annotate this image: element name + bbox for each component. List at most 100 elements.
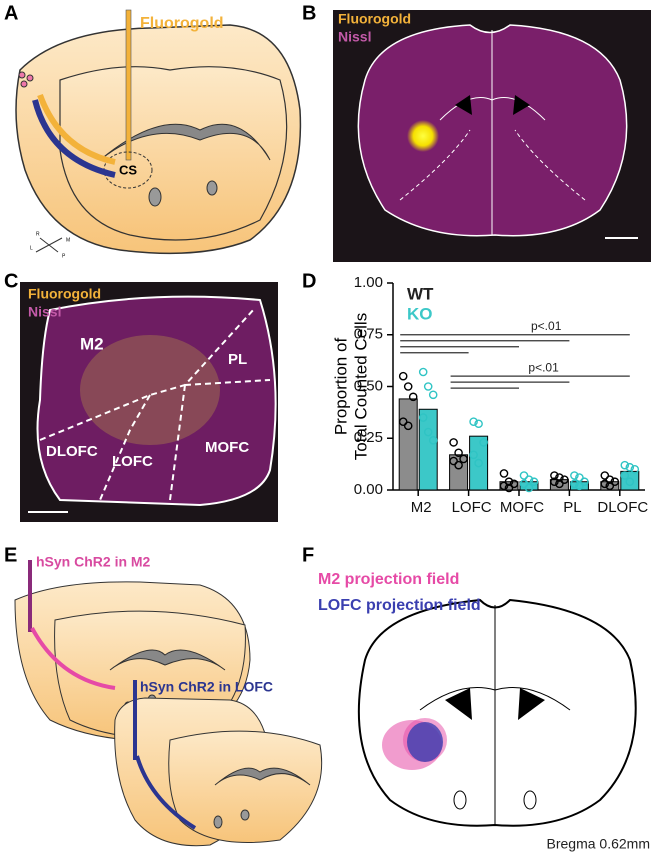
data-point [423, 427, 433, 437]
stain-label: Nissl [28, 304, 61, 320]
data-point [620, 460, 630, 470]
data-point [418, 367, 428, 377]
data-point [630, 464, 640, 474]
data-point [398, 371, 408, 381]
y-axis-label: Total Counted Cells [351, 313, 370, 460]
stain-label: Fluorogold [28, 286, 101, 302]
data-point [449, 438, 458, 447]
data-point [555, 473, 564, 482]
stain-label: Fluorogold [338, 11, 411, 27]
panel-label: E [4, 544, 17, 566]
compass-label: R [36, 231, 40, 237]
legend-label: WT [407, 284, 434, 303]
data-point [610, 477, 620, 487]
y-tick-label: 0.00 [354, 481, 383, 498]
injection-label: hSyn ChR2 in LOFC [140, 679, 273, 695]
data-point [575, 473, 584, 482]
panel-label: B [302, 2, 316, 24]
data-point [428, 390, 438, 400]
bar [569, 481, 589, 491]
data-point [408, 392, 418, 402]
x-tick-label: DLOFC [597, 499, 648, 516]
stain-label: Nissl [338, 29, 371, 45]
compass-label: L [30, 245, 33, 251]
data-point [550, 477, 559, 487]
panel-label: C [4, 270, 18, 292]
bar [398, 398, 418, 491]
x-tick-label: PL [563, 499, 581, 516]
data-point [499, 469, 509, 478]
y-tick-label: 1.00 [354, 274, 383, 291]
data-point [469, 450, 478, 460]
region-label: PL [228, 351, 247, 368]
data-point [459, 454, 468, 464]
data-point [575, 481, 584, 491]
data-point [504, 477, 514, 487]
panel-e: E hSyn ChR2 in M2 hSyn ChR2 in LOFC [4, 544, 323, 847]
data-point [555, 479, 564, 489]
legend-label: M2 projection field [318, 571, 459, 588]
data-point [620, 471, 630, 480]
bar [519, 481, 539, 491]
legend-label: LOFC projection field [318, 597, 481, 614]
x-tick-label: M2 [411, 499, 432, 516]
region-label: M2 [80, 334, 104, 353]
panel-label: F [302, 544, 314, 566]
data-point [423, 382, 433, 391]
data-point [474, 458, 483, 468]
panel-c: C Fluorogold Nissl M2 PL DLOFC LOFC MOFC [4, 270, 278, 522]
injection-label: hSyn ChR2 in M2 [36, 554, 151, 570]
data-point [605, 475, 615, 484]
data-point [570, 479, 579, 489]
y-tick-label: 0.50 [354, 377, 383, 394]
panel-a: A Fluorogold CS R M L P [4, 2, 302, 259]
data-point [625, 462, 635, 472]
panel-f: F M2 projection field LOFC projection fi… [302, 544, 650, 851]
region-label: LOFC [112, 453, 153, 470]
data-point [605, 481, 615, 491]
data-point [570, 471, 579, 480]
bar [469, 435, 489, 491]
y-axis-label: Proportion of [331, 338, 350, 436]
y-tick-label: 0.75 [354, 326, 383, 343]
data-point [428, 436, 438, 445]
data-point [403, 382, 413, 391]
data-point [529, 477, 539, 487]
data-point [625, 477, 635, 487]
data-point [398, 417, 408, 426]
chart: 0.00 0.25 0.50 0.75 1.00 Proportion of Total C… [331, 274, 648, 516]
data-point [600, 479, 610, 489]
data-point [550, 471, 559, 480]
bar [418, 408, 438, 491]
site-label: CS [119, 162, 137, 177]
legend-label: KO [407, 304, 433, 323]
data-point [509, 479, 519, 489]
bar [449, 454, 469, 491]
data-point [469, 417, 478, 426]
data-point [560, 475, 569, 484]
compass-label: P [62, 253, 66, 259]
region-label: DLOFC [46, 443, 98, 460]
data-point [454, 448, 463, 458]
data-point [600, 471, 610, 480]
panel-b: B Fluorogold Nissl [302, 2, 651, 262]
data-point [519, 471, 529, 480]
compass-label: M [66, 237, 70, 243]
region-label: MOFC [205, 439, 249, 456]
data-point [524, 475, 534, 484]
panel-label: A [4, 2, 18, 24]
tracer-label: Fluorogold [140, 15, 224, 32]
data-point [454, 460, 463, 470]
data-point [403, 421, 413, 431]
significance-label: p<.01 [531, 319, 562, 333]
data-point [580, 477, 589, 487]
data-point [524, 483, 534, 493]
bar [620, 470, 640, 491]
x-tick-label: MOFC [500, 499, 544, 516]
data-point [449, 456, 458, 466]
coordinate-label: Bregma 0.62mm [547, 836, 650, 852]
data-point [418, 413, 428, 422]
data-point [499, 481, 509, 491]
y-tick-label: 0.25 [354, 429, 383, 446]
